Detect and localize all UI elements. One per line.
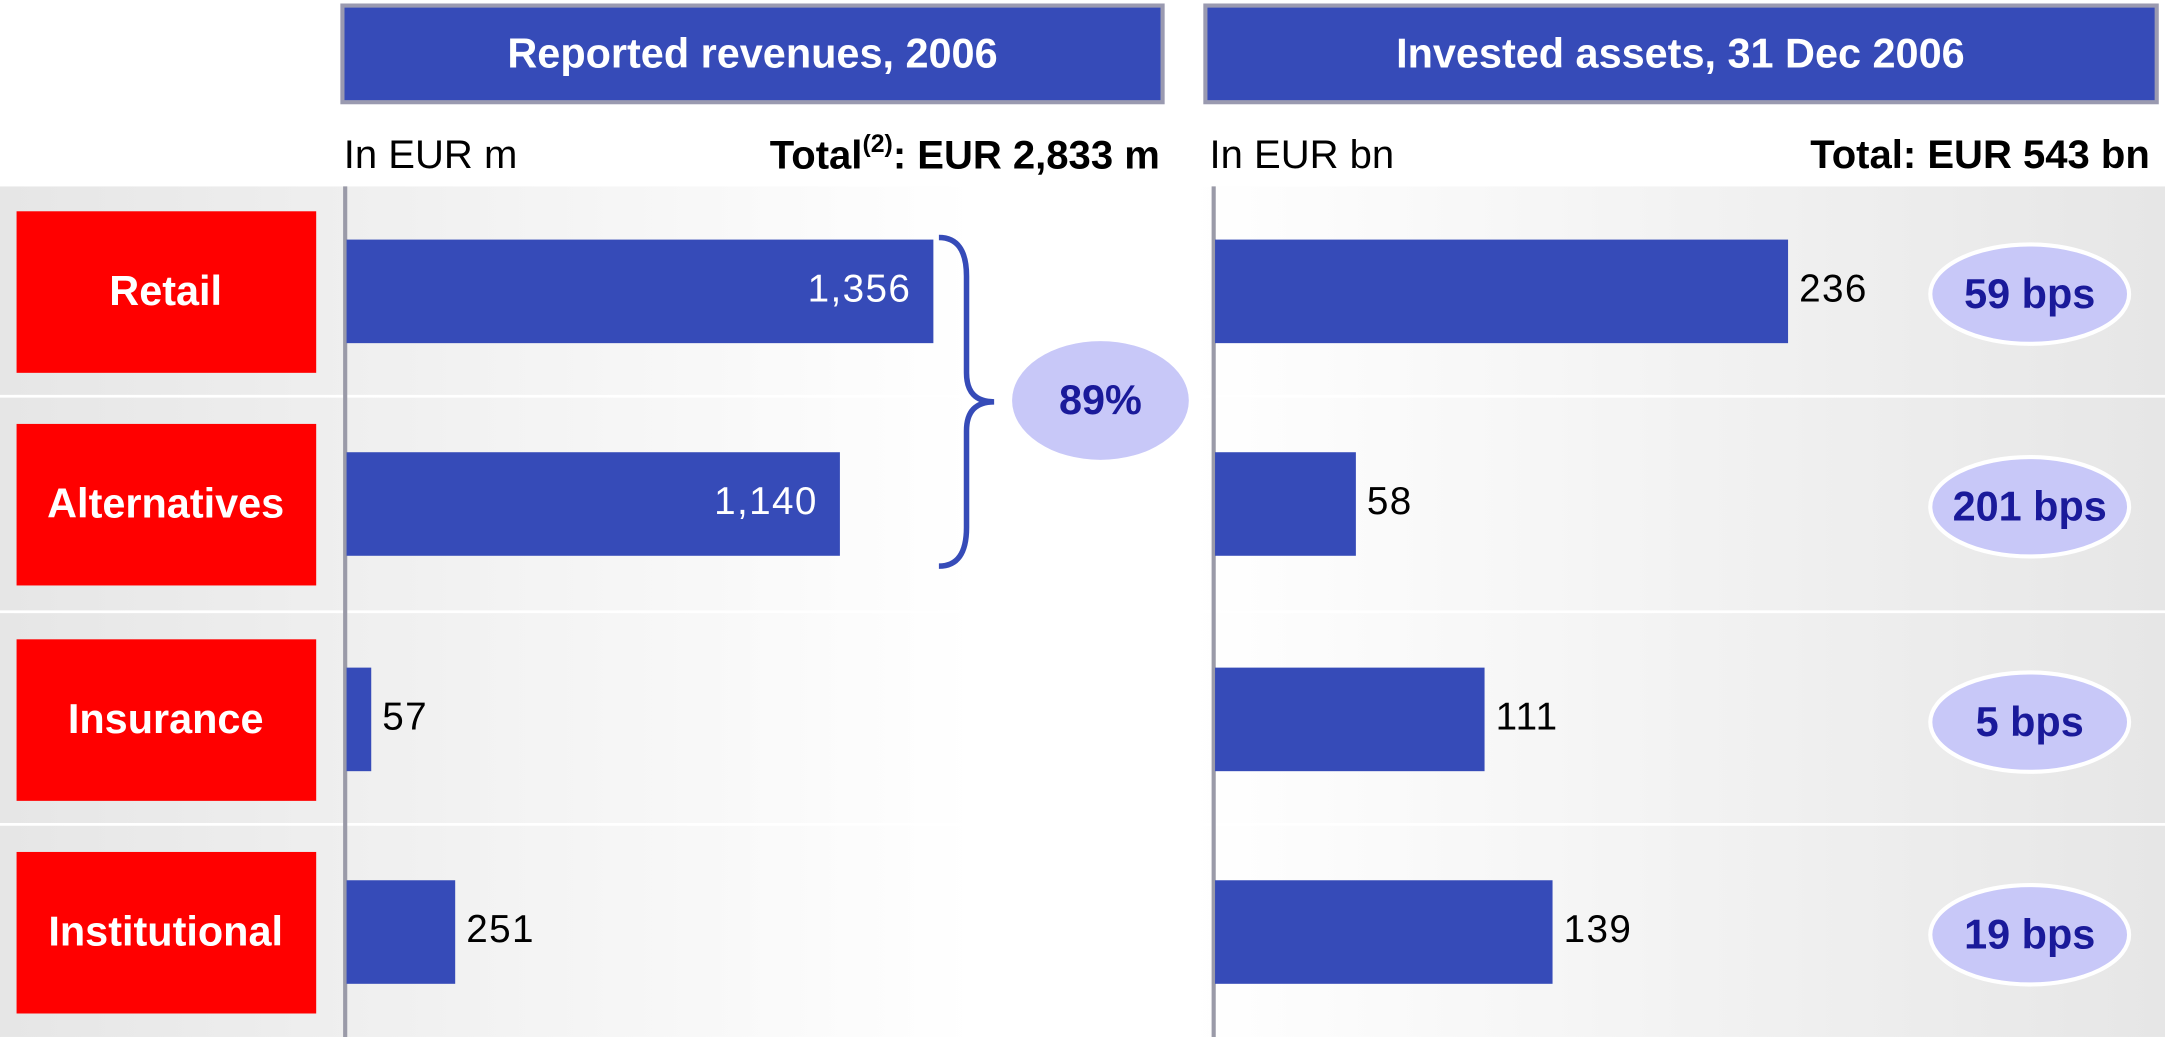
value-label: 236 [1799, 268, 1868, 311]
header-box [1203, 3, 2159, 105]
bar [1215, 667, 1485, 772]
annotation-bubble [1928, 454, 2132, 559]
chart-title: Reported revenues, 2006 [507, 31, 997, 77]
value-label: 111 [1496, 696, 1559, 739]
subtitle: In EUR bn [1210, 133, 1395, 177]
chart-title: Invested assets, 31 Dec 2006 [1396, 31, 1965, 77]
total: Total(2): EUR 2,833 m [770, 131, 1160, 177]
bar [1215, 239, 1789, 344]
bracket-label: 89% [1059, 377, 1142, 423]
annotation-bubble [1928, 242, 2132, 346]
bracket-bubble [1012, 341, 1189, 460]
total-prefix: Total [770, 133, 863, 177]
annotation: 201 bps [1953, 483, 2107, 529]
category-box [16, 211, 317, 373]
category-label: Institutional [48, 909, 283, 955]
bar [1215, 452, 1356, 556]
value-label: 251 [466, 908, 535, 951]
category-label: Alternatives [47, 481, 284, 527]
category-label: Insurance [68, 696, 264, 742]
value-label: 58 [1367, 480, 1413, 523]
annotation-bubble [1928, 670, 2132, 774]
category-box [16, 423, 317, 586]
value-label: 1,140 [714, 480, 818, 523]
total: Total: EUR 543 bn [1810, 133, 2150, 177]
header-box [340, 3, 1165, 105]
bar [346, 239, 934, 344]
category-box [16, 639, 317, 801]
category-label: Retail [109, 268, 222, 314]
bar [346, 880, 456, 984]
bracket [938, 234, 995, 569]
value-label: 57 [382, 696, 428, 739]
total-suffix: : EUR 2,833 m [893, 133, 1160, 177]
bar [346, 667, 372, 772]
bar [346, 452, 840, 556]
annotation: 5 bps [1976, 699, 2084, 745]
value-label: 1,356 [808, 268, 912, 311]
category-box [16, 851, 317, 1014]
value-label: 139 [1564, 908, 1633, 951]
annotation-bubble [1928, 883, 2132, 987]
bar [1215, 880, 1553, 984]
subtitle: In EUR m [344, 133, 518, 177]
annotation: 19 bps [1964, 911, 2095, 957]
total-note: (2) [862, 131, 892, 158]
annotation: 59 bps [1964, 271, 2095, 317]
